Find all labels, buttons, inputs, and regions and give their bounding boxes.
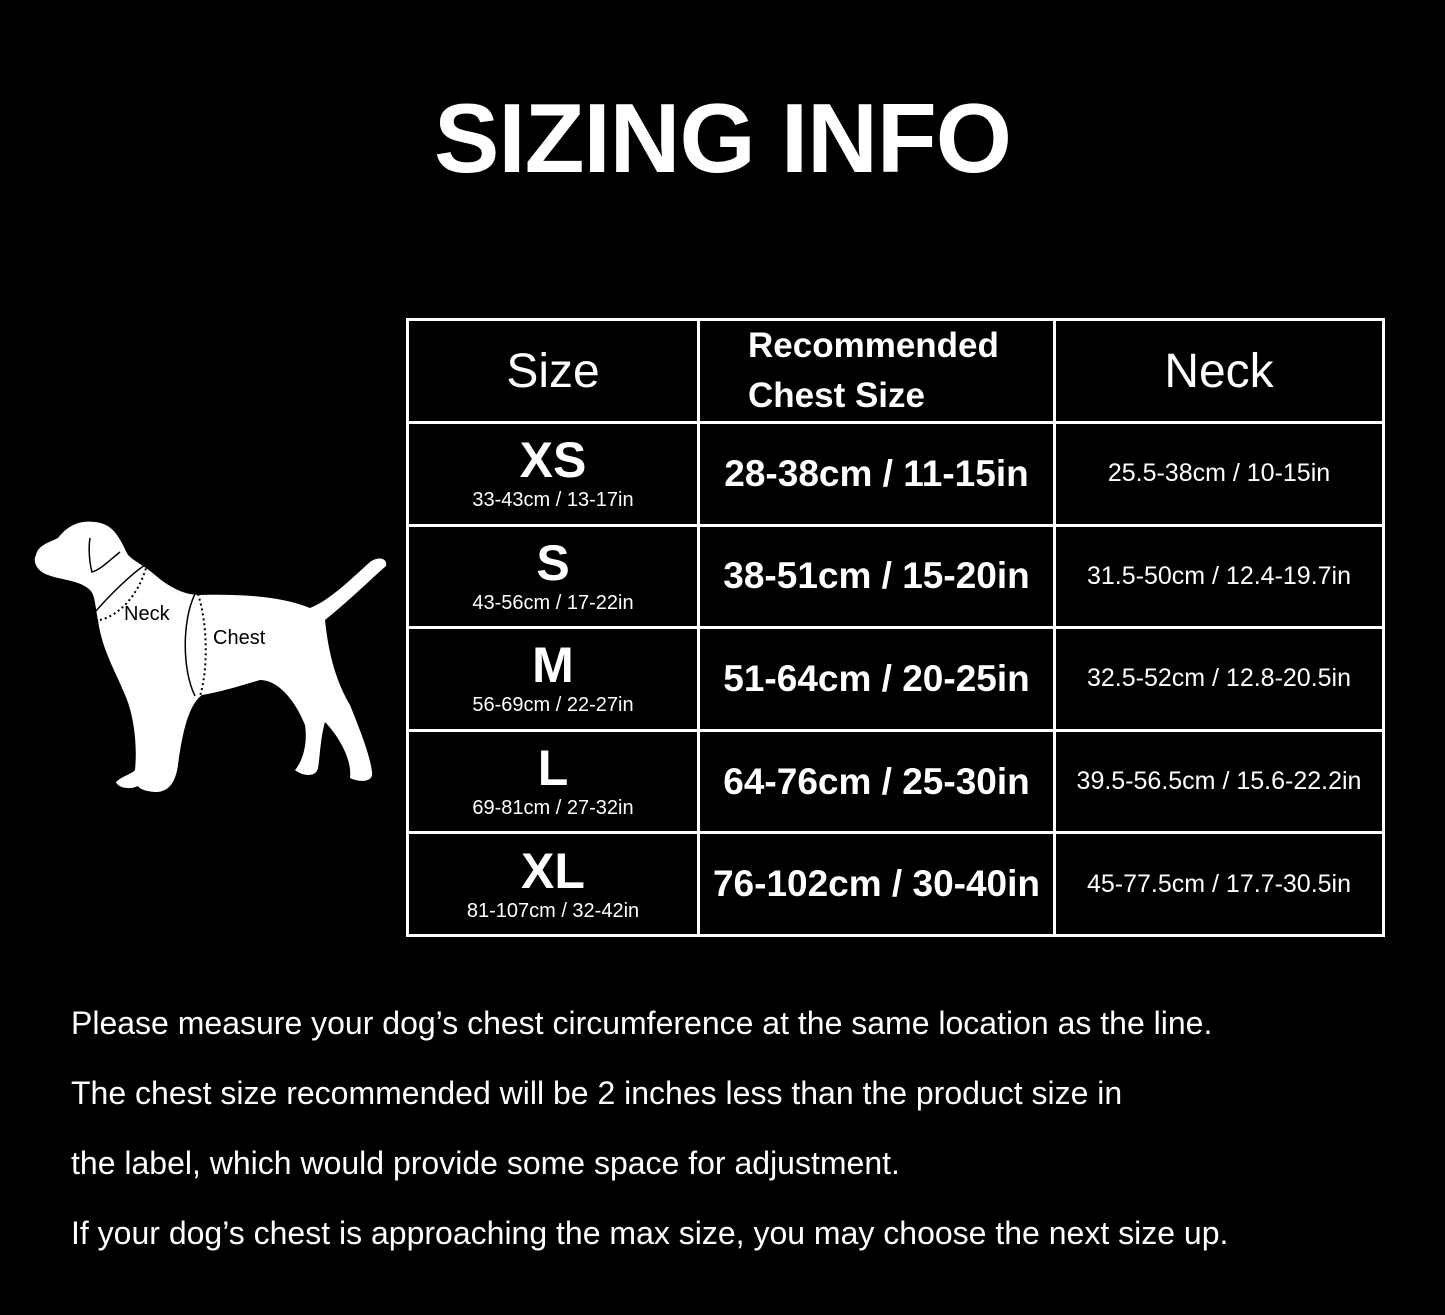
- table-row: XL 81-107cm / 32-42in 76-102cm / 30-40in …: [406, 831, 1385, 937]
- size-cell: L 69-81cm / 27-32in: [406, 728, 700, 835]
- chest-line: [184, 593, 196, 697]
- header-neck: Neck: [1053, 318, 1385, 424]
- chest-cell: 51-64cm / 20-25in: [697, 626, 1056, 732]
- header-size: Size: [406, 318, 700, 424]
- table-row: M 56-69cm / 22-27in 51-64cm / 20-25in 32.…: [406, 626, 1385, 732]
- size-range: 43-56cm / 17-22in: [472, 591, 634, 614]
- neck-cell: 45-77.5cm / 17.7-30.5in: [1053, 831, 1385, 937]
- neck-cell: 32.5-52cm / 12.8-20.5in: [1053, 626, 1385, 732]
- table-row: S 43-56cm / 17-22in 38-51cm / 15-20in 31.…: [406, 523, 1385, 630]
- size-label: M: [532, 637, 574, 694]
- neck-label: Neck: [124, 603, 171, 625]
- chest-cell: 28-38cm / 11-15in: [697, 421, 1056, 527]
- header-chest-line1: Recommended: [748, 326, 999, 365]
- dog-measurement-diagram: Neck Chest: [34, 521, 387, 792]
- header-chest: Recommended Chest Size: [697, 318, 1056, 424]
- size-label: S: [536, 534, 570, 591]
- page-title: SIZING INFO: [434, 83, 1012, 193]
- measurement-notes: Please measure your dog’s chest circumfe…: [71, 1000, 1228, 1280]
- size-chart-table: Size Recommended Chest Size Neck XS 33-43c…: [406, 318, 1385, 937]
- size-cell: S 43-56cm / 17-22in: [406, 523, 700, 630]
- chest-cell: 64-76cm / 25-30in: [697, 728, 1056, 835]
- size-range: 33-43cm / 13-17in: [472, 489, 634, 512]
- note-line: the label, which would provide some spac…: [71, 1145, 900, 1181]
- note-line: Please measure your dog’s chest circumfe…: [71, 1005, 1213, 1041]
- size-cell: XS 33-43cm / 13-17in: [406, 421, 700, 527]
- table-header-row: Size Recommended Chest Size Neck: [406, 318, 1385, 424]
- size-label: L: [537, 740, 569, 797]
- size-cell: XL 81-107cm / 32-42in: [406, 831, 700, 937]
- size-range: 56-69cm / 22-27in: [472, 694, 634, 717]
- ear-line: [88, 537, 121, 573]
- neck-cell: 39.5-56.5cm / 15.6-22.2in: [1053, 728, 1385, 835]
- chest-dotted-line: [197, 593, 207, 697]
- table-row: XS 33-43cm / 13-17in 28-38cm / 11-15in 25…: [406, 421, 1385, 527]
- chest-label: Chest: [213, 627, 266, 649]
- chest-cell: 38-51cm / 15-20in: [697, 523, 1056, 630]
- table-row: L 69-81cm / 27-32in 64-76cm / 25-30in 39.…: [406, 728, 1385, 835]
- neck-cell: 25.5-38cm / 10-15in: [1053, 421, 1385, 527]
- size-cell: M 56-69cm / 22-27in: [406, 626, 700, 732]
- neck-dotted-line: [99, 567, 147, 621]
- header-chest-line2: Chest Size: [748, 376, 925, 415]
- size-label: XS: [519, 432, 587, 489]
- note-line: If your dog’s chest is approaching the m…: [71, 1215, 1229, 1251]
- note-line: The chest size recommended will be 2 inc…: [71, 1075, 1123, 1111]
- size-label: XL: [521, 842, 585, 899]
- size-range: 69-81cm / 27-32in: [472, 797, 634, 820]
- neck-cell: 31.5-50cm / 12.4-19.7in: [1053, 523, 1385, 630]
- neck-line: [94, 564, 146, 613]
- dog-silhouette: [34, 521, 387, 792]
- chest-cell: 76-102cm / 30-40in: [697, 831, 1056, 937]
- size-range: 81-107cm / 32-42in: [466, 899, 640, 922]
